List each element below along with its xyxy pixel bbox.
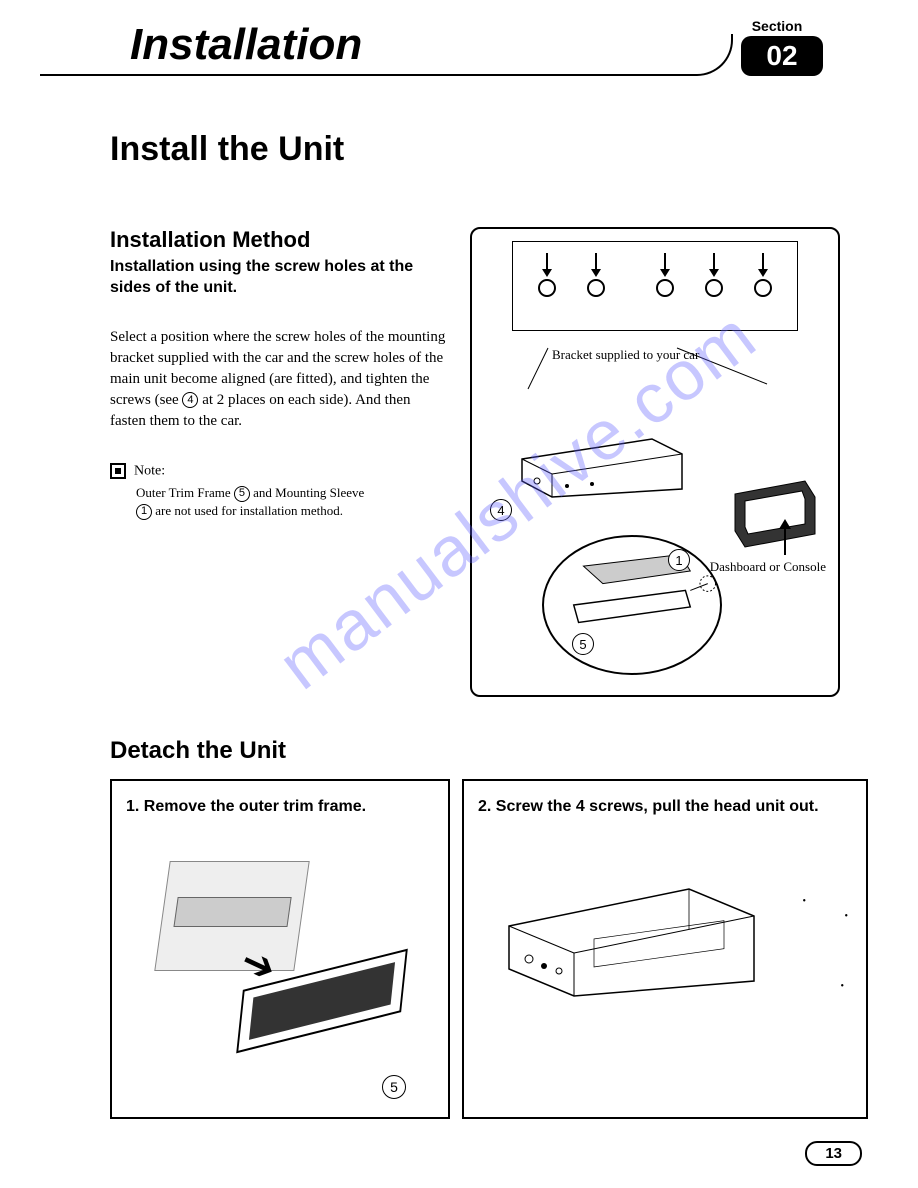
note-text-c: are not used for installation method. [155,503,343,518]
detach-step-2-panel: 2. Screw the 4 screws, pull the head uni… [462,779,868,1119]
bracket-leader-lines [522,344,782,394]
screw-icon [705,279,723,297]
detach-step-2-text: 2. Screw the 4 screws, pull the head uni… [478,797,852,818]
screw-dot-icon: • [840,981,844,992]
diagram-ref-4: 4 [490,499,512,521]
method-subheading: Installation using the screw holes at th… [110,257,450,299]
diagram-ref-5: 5 [572,633,594,655]
diagram-main-unit [512,409,692,499]
detach-back-panel-sketch [154,861,309,971]
method-heading: Installation Method [110,227,450,253]
installation-diagram: Bracket supplied to your car 4 Dashboard [470,227,840,697]
section-number-badge: 02 [741,36,823,76]
note-header: Note: [110,462,450,480]
diagram-dashboard [730,479,820,549]
ref-1-inline: 1 [136,504,152,520]
screw-icon [656,279,674,297]
section-label: Section [741,18,813,34]
header-bar: Installation Section 02 [20,18,873,70]
screw-icon [754,279,772,297]
page-title: Install the Unit [110,130,868,169]
note-icon [110,463,126,479]
page-number: 13 [805,1141,862,1166]
screw-dot-icon: • [802,896,806,907]
screw-icon [587,279,605,297]
detach-row: 1. Remove the outer trim frame. ➔ 5 2. S… [110,779,868,1119]
ref-5-inline: 5 [234,486,250,502]
page-content: Install the Unit Installation Method Ins… [110,130,868,1119]
detach-ref-5: 5 [382,1075,406,1099]
detach-step-1-panel: 1. Remove the outer trim frame. ➔ 5 [110,779,450,1119]
screw-icon [538,279,556,297]
diagram-column: Bracket supplied to your car 4 Dashboard [470,227,868,697]
note-text-a: Outer Trim Frame [136,485,231,500]
diagram-detail-circle: 1 5 [542,535,722,675]
head-unit-sketch [494,871,774,1001]
note-label: Note: [134,463,165,478]
detach-heading: Detach the Unit [110,737,868,765]
header-curve [40,34,733,76]
text-column: Installation Method Installation using t… [110,227,450,697]
method-body: Select a position where the screw holes … [110,327,450,432]
diagram-screw-row [522,279,788,297]
dashboard-label: Dashboard or Console [710,559,826,575]
diagram-ref-1: 1 [668,549,690,571]
detach-step-1-text: 1. Remove the outer trim frame. [126,797,434,818]
note-text-b: and Mounting Sleeve [253,485,364,500]
ref-4-inline: 4 [182,392,198,408]
diagram-sleeve-detail [544,537,720,673]
note-text: Outer Trim Frame 5 and Mounting Sleeve 1… [136,484,450,520]
note-block: Note: Outer Trim Frame 5 and Mounting Sl… [110,462,450,520]
arrow-up-icon [784,527,786,555]
installation-row: Installation Method Installation using t… [110,227,868,697]
screw-dot-icon: • [844,911,848,922]
